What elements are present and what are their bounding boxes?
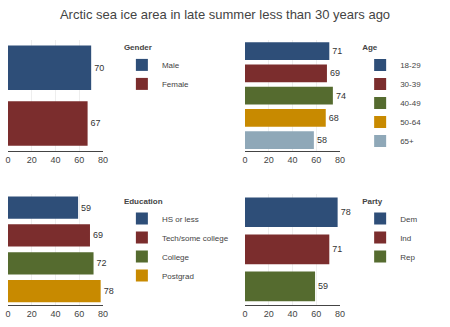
svg-text:80: 80 [98, 155, 108, 165]
svg-text:Education: Education [124, 197, 163, 206]
svg-text:Female: Female [162, 80, 189, 89]
svg-text:18-29: 18-29 [400, 61, 421, 70]
svg-text:HS or less: HS or less [162, 215, 199, 224]
svg-text:69: 69 [93, 230, 103, 240]
svg-text:60: 60 [311, 309, 321, 319]
svg-text:80: 80 [98, 309, 108, 319]
svg-text:20: 20 [27, 155, 37, 165]
svg-text:80: 80 [335, 309, 345, 319]
svg-text:40-49: 40-49 [400, 99, 421, 108]
svg-text:Male: Male [162, 61, 180, 70]
svg-text:Gender: Gender [124, 43, 152, 52]
svg-text:Postgrad: Postgrad [162, 272, 194, 281]
svg-text:0: 0 [5, 309, 10, 319]
svg-text:65+: 65+ [400, 137, 414, 146]
svg-text:58: 58 [317, 135, 327, 145]
svg-text:20: 20 [264, 155, 274, 165]
svg-text:67: 67 [91, 118, 101, 128]
svg-text:College: College [162, 253, 190, 262]
svg-text:0: 0 [242, 309, 247, 319]
svg-text:Arctic sea ice area in late su: Arctic sea ice area in late summer less … [60, 7, 390, 22]
svg-text:Party: Party [362, 197, 383, 206]
svg-text:40: 40 [51, 155, 61, 165]
svg-text:0: 0 [5, 155, 10, 165]
svg-text:40: 40 [287, 155, 297, 165]
svg-text:78: 78 [341, 207, 351, 217]
svg-text:60: 60 [74, 309, 84, 319]
svg-text:50-64: 50-64 [400, 118, 421, 127]
svg-text:40: 40 [287, 309, 297, 319]
svg-text:0: 0 [242, 155, 247, 165]
svg-text:60: 60 [74, 155, 84, 165]
svg-text:Rep: Rep [400, 253, 415, 262]
svg-text:20: 20 [27, 309, 37, 319]
svg-text:69: 69 [330, 68, 340, 78]
svg-text:30-39: 30-39 [400, 80, 421, 89]
svg-text:Age: Age [362, 43, 378, 52]
svg-text:20: 20 [264, 309, 274, 319]
svg-text:70: 70 [94, 63, 104, 73]
svg-text:59: 59 [81, 203, 91, 213]
svg-text:60: 60 [311, 155, 321, 165]
svg-text:71: 71 [332, 46, 342, 56]
svg-text:71: 71 [332, 244, 342, 254]
svg-text:Tech/some college: Tech/some college [162, 234, 229, 243]
svg-text:80: 80 [335, 155, 345, 165]
svg-text:Dem: Dem [400, 215, 417, 224]
svg-text:72: 72 [97, 258, 107, 268]
svg-text:40: 40 [51, 309, 61, 319]
svg-text:59: 59 [318, 281, 328, 291]
svg-text:68: 68 [329, 113, 339, 123]
svg-text:78: 78 [104, 286, 114, 296]
svg-text:Ind: Ind [400, 234, 411, 243]
svg-text:74: 74 [336, 91, 346, 101]
